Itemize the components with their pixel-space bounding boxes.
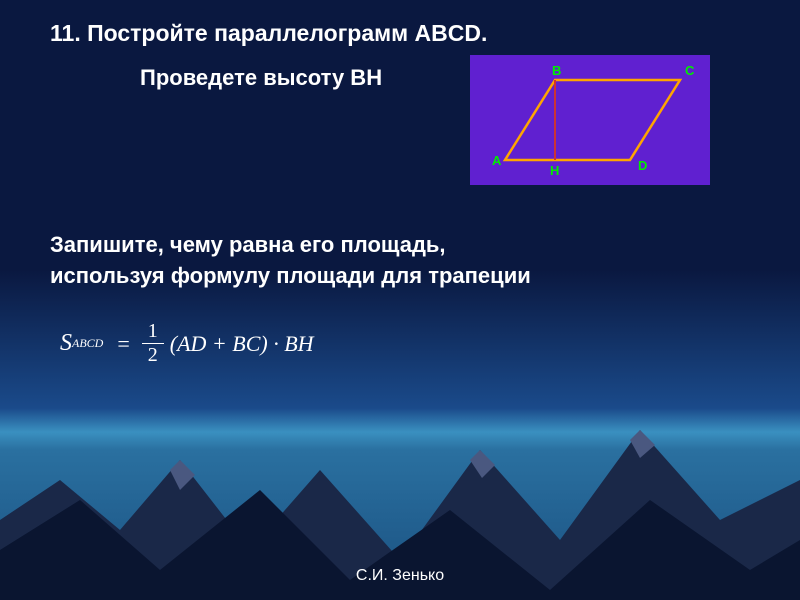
vertex-label-b: B — [552, 63, 561, 78]
formula-fraction: 1 2 — [142, 320, 164, 367]
fraction-numerator: 1 — [142, 320, 164, 344]
instruction-text: Запишите, чему равна его площадь, исполь… — [50, 230, 531, 292]
vertex-label-c: C — [685, 63, 695, 78]
formula-expression: (AD + BC) · BH — [170, 331, 314, 357]
instruction-line-2: используя формулу площади для трапеции — [50, 263, 531, 288]
author-credit: С.И. Зенько — [356, 567, 444, 585]
formula-variable: S — [60, 330, 72, 357]
vertex-label-a: A — [492, 153, 502, 168]
formula-subscript: ABCD — [72, 336, 103, 351]
instruction-line-1: Запишите, чему равна его площадь, — [50, 232, 446, 257]
vertex-label-h: H — [550, 163, 559, 178]
fraction-denominator: 2 — [142, 344, 164, 367]
parallelogram-shape — [505, 80, 680, 160]
formula-equals: = — [117, 331, 129, 357]
slide-title: 11. Постройте параллелограмм ABCD. — [50, 20, 487, 47]
vertex-label-d: D — [638, 158, 647, 173]
parallelogram-diagram: A B C D H — [470, 55, 710, 185]
area-formula: SABCD = 1 2 (AD + BC) · BH — [60, 320, 314, 367]
slide-subtitle: Проведете высоту BH — [140, 65, 382, 91]
